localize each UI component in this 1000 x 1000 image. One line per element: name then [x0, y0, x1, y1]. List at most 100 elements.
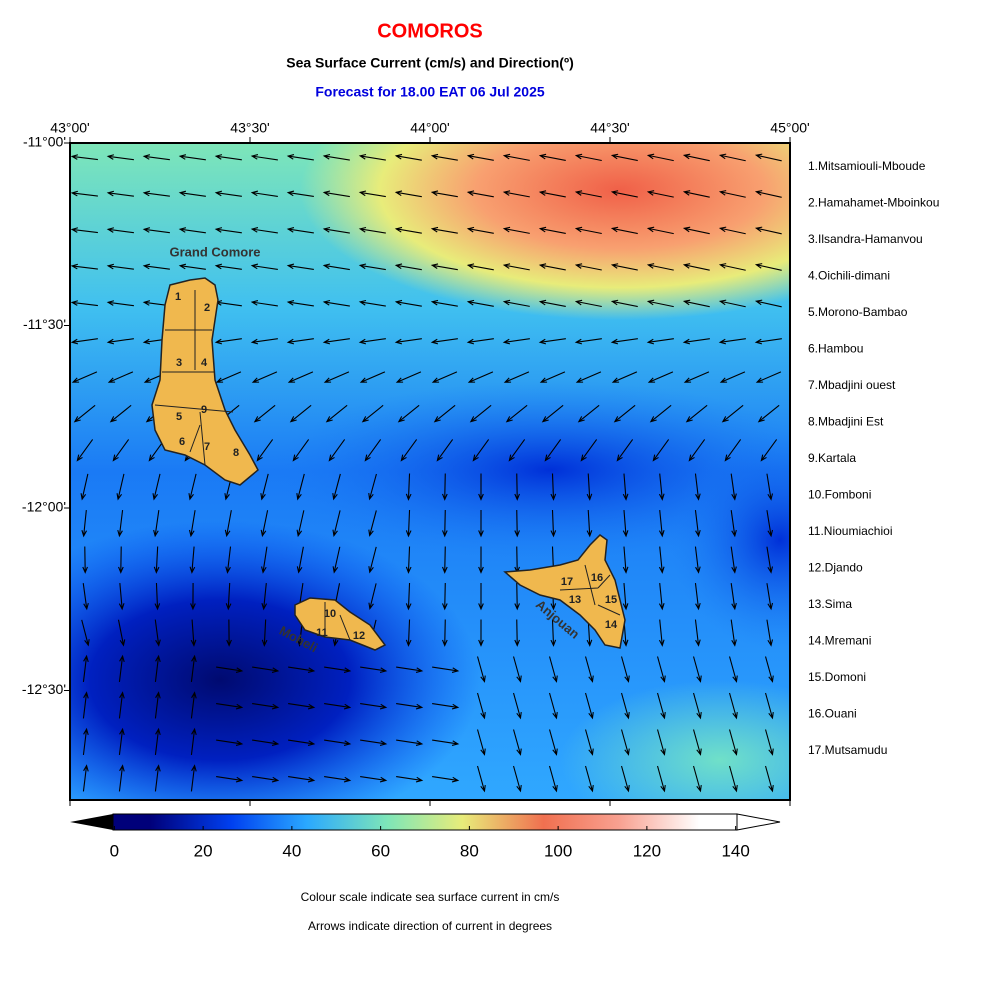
current-arrow — [261, 619, 268, 647]
current-arrow — [466, 226, 494, 234]
current-arrow — [396, 666, 424, 673]
current-arrow — [620, 765, 630, 793]
legend-item: 6.Hambou — [808, 342, 863, 356]
current-arrow — [117, 510, 124, 538]
current-arrow — [502, 226, 530, 234]
current-arrow — [225, 582, 232, 611]
current-arrow — [682, 263, 710, 271]
current-arrow — [360, 666, 388, 673]
current-arrow — [610, 299, 638, 308]
current-arrow — [694, 546, 701, 574]
current-arrow — [82, 583, 89, 611]
current-arrow — [466, 190, 494, 198]
current-arrow — [730, 510, 737, 538]
current-arrow — [610, 153, 638, 162]
current-arrow — [142, 227, 170, 234]
current-arrow — [178, 263, 206, 270]
current-arrow — [610, 190, 638, 198]
legend-item: 2.Hamahamet-Mboinkou — [808, 196, 939, 210]
current-arrow — [764, 765, 774, 793]
current-arrow — [430, 153, 458, 161]
current-arrow — [544, 439, 562, 462]
current-arrow — [575, 371, 602, 383]
current-arrow — [116, 473, 125, 501]
current-arrow — [256, 439, 274, 462]
current-arrow — [550, 619, 557, 647]
current-arrow — [70, 263, 98, 270]
current-arrow — [70, 190, 98, 197]
current-arrow — [430, 338, 458, 345]
current-arrow — [292, 439, 310, 462]
current-arrow — [646, 263, 674, 271]
current-arrow — [153, 546, 160, 574]
current-arrow — [728, 692, 738, 720]
current-arrow — [359, 371, 386, 383]
current-arrow — [514, 509, 520, 538]
current-arrow — [548, 656, 558, 683]
current-arrow — [441, 509, 448, 538]
current-arrow — [405, 619, 412, 647]
current-arrow — [368, 510, 377, 537]
current-arrow — [214, 263, 242, 270]
x-tick-label: 44°30' — [590, 120, 629, 136]
current-arrow — [214, 190, 242, 197]
current-arrow — [364, 439, 382, 462]
current-arrow — [718, 190, 746, 198]
current-arrow — [118, 654, 125, 682]
current-arrow — [728, 656, 738, 683]
current-arrow — [755, 371, 782, 383]
note: Colour scale indicate sea surface curren… — [301, 890, 560, 904]
current-arrow — [718, 226, 746, 235]
current-arrow — [288, 703, 316, 710]
current-arrow — [394, 263, 422, 271]
legend-item: 9.Kartala — [808, 451, 856, 465]
forecast: Forecast for 18.00 EAT 06 Jul 2025 — [315, 84, 545, 100]
legend-item: 7.Mbadjini ouest — [808, 378, 896, 392]
current-arrow — [721, 404, 744, 423]
current-arrow — [178, 190, 206, 197]
current-arrow — [574, 226, 602, 235]
region-number: 14 — [605, 619, 618, 631]
current-arrow — [730, 546, 737, 574]
current-arrow — [512, 729, 522, 756]
current-arrow — [682, 190, 710, 198]
current-arrow — [538, 263, 566, 271]
current-arrow — [395, 371, 422, 383]
colorbar-under — [70, 814, 113, 830]
current-arrow — [718, 153, 746, 162]
current-arrow — [586, 509, 593, 538]
current-arrow — [682, 153, 710, 162]
current-arrow — [478, 619, 484, 647]
current-arrow — [432, 739, 460, 746]
region-number: 4 — [201, 357, 208, 369]
current-arrow — [505, 404, 528, 423]
current-arrow — [358, 263, 386, 271]
colorbar-label: 100 — [544, 841, 572, 860]
current-arrow — [328, 439, 346, 462]
current-arrow — [322, 190, 350, 198]
current-arrow — [613, 404, 636, 423]
current-arrow — [190, 582, 196, 611]
current-arrow — [577, 404, 600, 423]
current-arrow — [154, 582, 161, 611]
current-arrow — [478, 546, 484, 574]
current-arrow — [178, 227, 206, 234]
current-arrow — [288, 666, 316, 673]
current-arrow — [224, 510, 232, 538]
current-arrow — [405, 582, 412, 611]
current-arrow — [405, 473, 412, 501]
current-arrow — [467, 371, 494, 383]
region-number: 9 — [201, 404, 207, 416]
x-tick-label: 45°00' — [770, 120, 809, 136]
colorbar-label: 120 — [633, 841, 661, 860]
current-arrow — [225, 546, 232, 574]
legend-item: 13.Sima — [808, 597, 852, 611]
current-arrow — [466, 338, 494, 345]
current-arrow — [394, 299, 422, 307]
current-arrow — [405, 546, 412, 574]
current-arrow — [288, 739, 316, 746]
current-arrow — [261, 546, 268, 574]
current-arrow — [574, 338, 602, 345]
current-arrow — [574, 263, 602, 271]
current-arrow — [216, 739, 244, 746]
